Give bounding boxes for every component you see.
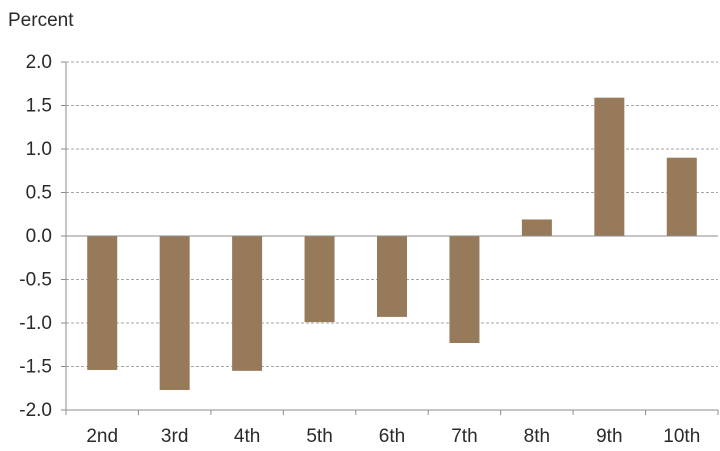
bar-4th [232, 236, 263, 371]
bar-2nd [87, 236, 118, 370]
bar-6th [377, 236, 407, 317]
y-tick-label: 1.5 [26, 96, 52, 117]
x-tick-label: 8th [524, 426, 550, 446]
bar-3rd [159, 236, 190, 390]
y-tick-label: -1.0 [19, 313, 52, 334]
bar-7th [449, 236, 480, 344]
bar-5th [304, 236, 335, 323]
y-axis-label: Percent [8, 10, 74, 31]
x-tick-label: 4th [234, 426, 260, 446]
x-tick-label: 9th [596, 426, 622, 446]
y-tick-label: 2.0 [26, 52, 52, 73]
x-tick-label: 5th [306, 426, 332, 446]
x-tick-label: 6th [379, 426, 405, 446]
x-tick-label: 3rd [161, 426, 188, 446]
y-tick-label: 1.0 [26, 139, 52, 160]
bar-8th [521, 219, 552, 236]
y-tick-label: 0.5 [26, 183, 52, 204]
y-tick-label: -2.0 [19, 400, 52, 421]
y-tick-labels: 2.0 1.5 1.0 0.5 0.0 -0.5 -1.0 -1.5 -2.0 [19, 52, 52, 421]
x-tick-label: 7th [451, 426, 477, 446]
axes [61, 61, 719, 415]
x-tick-label: 10th [663, 426, 700, 446]
bar-9th [594, 97, 625, 236]
y-tick-label: 0.0 [26, 226, 52, 247]
x-tick-labels: 2nd 3rd 4th 5th 6th 7th 8th 9th 10th [86, 426, 700, 447]
bar-10th [666, 157, 697, 236]
y-tick-label: -0.5 [19, 270, 52, 291]
y-tick-label: -1.5 [19, 357, 52, 378]
bars [87, 97, 697, 390]
x-tick-label: 2nd [86, 426, 118, 446]
